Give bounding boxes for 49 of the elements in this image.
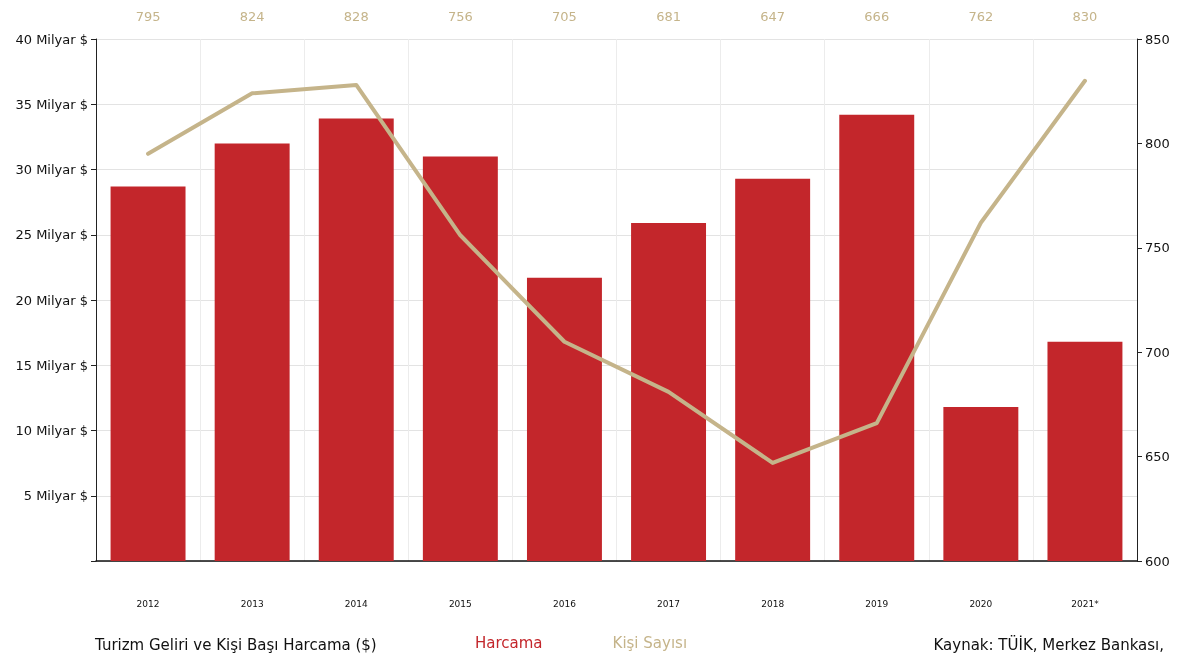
data-label: 824 xyxy=(239,9,265,24)
bar xyxy=(735,178,811,561)
bar xyxy=(318,118,394,561)
x-tick-label: 2018 xyxy=(761,598,785,609)
data-label: 756 xyxy=(447,9,473,24)
line-series xyxy=(146,78,1087,465)
data-label: 705 xyxy=(552,9,577,24)
data-label: 828 xyxy=(343,9,369,24)
y2-tick-label: 600 xyxy=(1145,553,1170,569)
bar xyxy=(1047,341,1123,561)
x-tick-label: 2019 xyxy=(865,598,889,609)
data-label: 795 xyxy=(135,9,161,24)
x-tick-label: 2012 xyxy=(136,598,160,609)
text: Kaynak: TÜİK, Merkez Bankası, xyxy=(933,634,1165,654)
x-tick-label: 2016 xyxy=(553,598,577,609)
y2-tick-label: 850 xyxy=(1145,31,1170,47)
text: Turizm Geliri ve Kişi Başı Harcama ($) xyxy=(94,635,377,654)
data-label: 647 xyxy=(760,9,786,24)
y2-tick-label: 800 xyxy=(1145,135,1170,151)
y-tick-label: 5 Milyar $ xyxy=(23,488,88,504)
y2-tick-label: 750 xyxy=(1145,240,1170,256)
y2-tick-label: 700 xyxy=(1145,344,1170,360)
x-tick-label: 2015 xyxy=(448,598,472,609)
data-label: 666 xyxy=(864,9,890,24)
bar xyxy=(631,223,707,561)
x-tick-label: 2014 xyxy=(344,598,368,609)
data-label: 681 xyxy=(656,9,681,24)
y-tick-label: 35 Milyar $ xyxy=(15,96,88,112)
bar xyxy=(110,186,186,561)
bar xyxy=(422,156,498,561)
x-tick-label: 2020 xyxy=(969,598,993,609)
bar xyxy=(839,114,915,561)
text: Harcama xyxy=(475,633,543,652)
bar xyxy=(943,407,1019,561)
data-label: 762 xyxy=(968,9,994,24)
bar xyxy=(214,143,290,561)
y-tick-label: 20 Milyar $ xyxy=(15,292,88,308)
y-tick-label: 10 Milyar $ xyxy=(15,423,88,438)
x-tick-label: 2013 xyxy=(240,598,264,609)
bar xyxy=(526,277,602,561)
y-tick-label: 15 Milyar $ xyxy=(15,357,88,373)
y-tick-label: 25 Milyar $ xyxy=(15,227,88,243)
x-tick-label: 2017 xyxy=(657,598,680,609)
text: Kişi Sayısı xyxy=(612,633,688,652)
y2-tick-label: 650 xyxy=(1145,449,1170,465)
x-tick-label: 2021* xyxy=(1071,598,1100,609)
data-label: 830 xyxy=(1072,9,1098,24)
y-tick-label: 30 Milyar $ xyxy=(15,162,88,177)
y-tick-label: 40 Milyar $ xyxy=(15,31,88,47)
